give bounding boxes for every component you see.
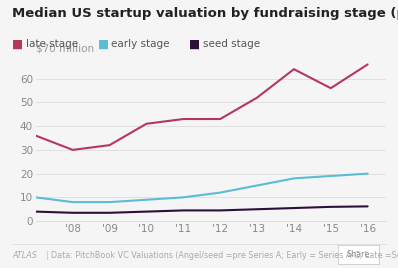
Text: Median US startup valuation by fundraising stage (pre-investment): Median US startup valuation by fundraisi…	[12, 7, 398, 20]
Text: |: |	[46, 251, 49, 260]
Text: ■: ■	[98, 38, 109, 51]
Text: $70 million: $70 million	[36, 43, 94, 53]
Text: early stage: early stage	[111, 39, 170, 49]
Text: Data: PitchBook VC Valuations (Angel/seed =pre Series A; Early = Series A-C; Lat: Data: PitchBook VC Valuations (Angel/see…	[51, 251, 398, 260]
Text: ■: ■	[12, 38, 23, 51]
Text: late stage: late stage	[26, 39, 78, 49]
Text: ATLAS: ATLAS	[12, 251, 37, 260]
Text: ■: ■	[189, 38, 200, 51]
Text: Share: Share	[347, 250, 370, 259]
Text: seed stage: seed stage	[203, 39, 260, 49]
